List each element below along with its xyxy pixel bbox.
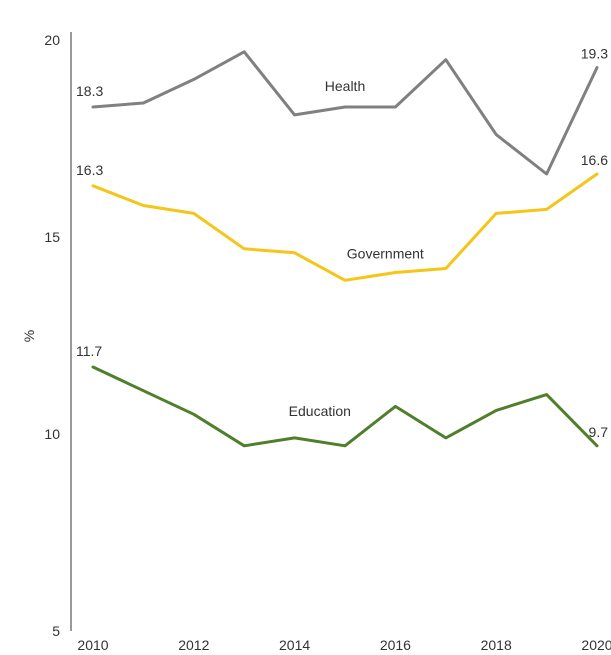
x-tick-label: 2012 [178,637,209,653]
y-tick-label: 5 [52,623,60,639]
x-tick-label: 2018 [481,637,512,653]
series-line-health [91,50,599,176]
series-lines [91,50,599,448]
start-value-label-education: 11.7 [76,343,102,359]
x-tick-label: 2010 [77,637,108,653]
x-tick-labels: 2010 2012 2014 2016 2018 2020 [77,637,611,653]
end-value-label-health: 19.3 [581,46,608,62]
end-value-label-education: 9.7 [589,424,609,440]
start-value-label-government: 16.3 [76,162,103,178]
y-tick-label: 15 [44,229,60,245]
chart-axes: % [21,32,72,631]
series-line-government [91,172,599,282]
series-name-label-government: Government [347,245,424,261]
x-tick-label: 2016 [380,637,411,653]
series-line-education [91,365,599,448]
series-labels: Health Government Education [289,78,424,419]
series-name-label-education: Education [289,403,351,419]
x-tick-label: 2014 [279,637,310,653]
y-tick-label: 10 [44,426,60,442]
y-tick-labels: 5 10 15 20 [44,32,60,639]
y-tick-label: 20 [44,32,60,48]
start-value-label-health: 18.3 [76,83,103,99]
value-annotations: 18.3 19.3 16.3 16.6 11.7 9.7 [76,46,608,440]
series-name-label-health: Health [325,78,365,94]
y-axis-label: % [21,330,37,342]
end-value-label-government: 16.6 [581,152,608,168]
x-tick-label: 2020 [581,637,611,653]
